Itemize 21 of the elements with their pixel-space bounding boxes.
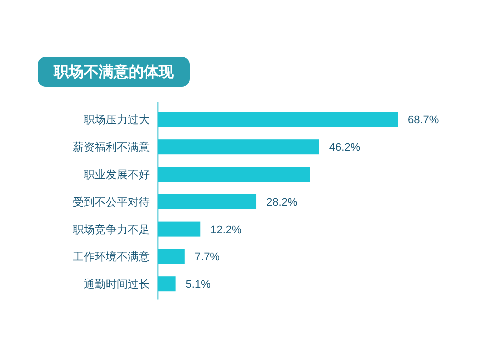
y-tick-label: 工作环境不满意: [73, 250, 150, 264]
data-label: 7.7%: [194, 252, 220, 264]
bar: [158, 222, 201, 237]
chart-title: 职场不满意的体现: [53, 64, 175, 81]
bar: [158, 140, 320, 155]
y-tick-label: 职业发展不好: [84, 168, 150, 182]
y-tick-label: 受到不公平对待: [73, 196, 150, 209]
data-label: 46.2%: [329, 142, 361, 154]
y-tick-label: 薪资福利不满意: [73, 141, 150, 154]
y-tick-label: 职场竞争力不足: [73, 223, 150, 236]
bar: [158, 167, 310, 182]
bar: [158, 112, 398, 128]
bar: [158, 249, 185, 264]
y-tick-label: 职场压力过大: [84, 114, 150, 127]
data-label: 28.2%: [266, 196, 298, 209]
data-label: 68.7%: [408, 114, 440, 127]
data-label: 12.2%: [210, 224, 242, 236]
data-label: 5.1%: [186, 279, 212, 292]
bar: [158, 194, 257, 210]
y-tick-label: 通勤时间过长: [84, 278, 150, 292]
bar: [158, 276, 176, 292]
